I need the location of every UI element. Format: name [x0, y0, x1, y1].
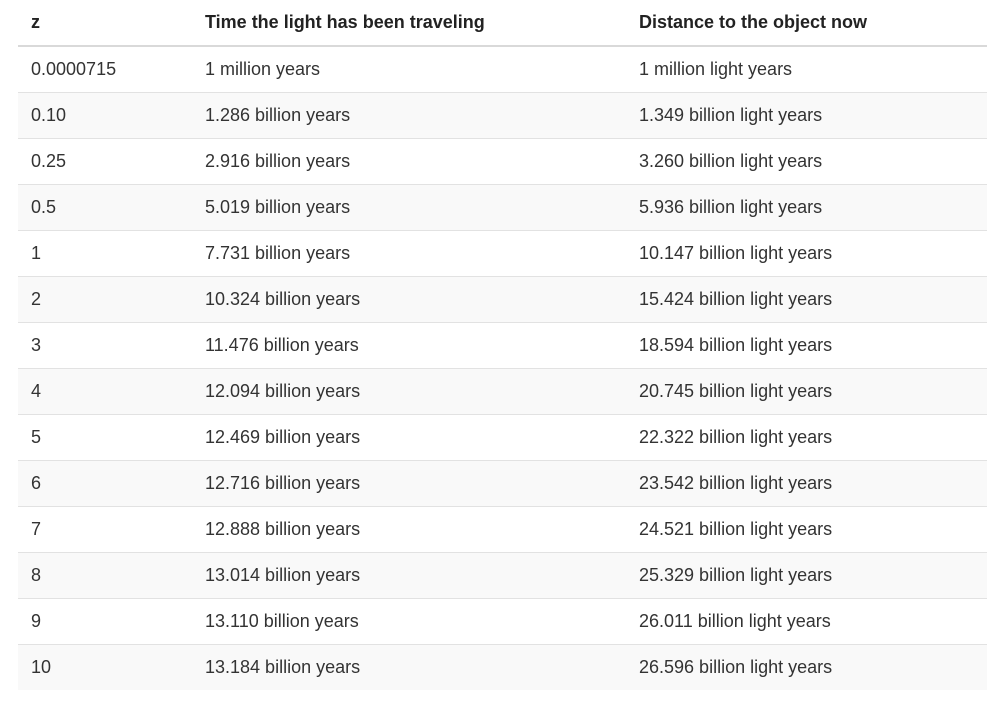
cell-distance-now: 18.594 billion light years [626, 322, 987, 369]
header-row: z Time the light has been traveling Dist… [18, 0, 987, 47]
cell-distance-now: 5.936 billion light years [626, 184, 987, 231]
table-row: 8 13.014 billion years 25.329 billion ligh… [18, 552, 987, 599]
cell-z: 0.10 [18, 92, 192, 139]
header-distance-now: Distance to the object now [626, 0, 987, 47]
cell-z: 2 [18, 276, 192, 323]
cell-z: 0.0000715 [18, 46, 192, 93]
cell-distance-now: 23.542 billion light years [626, 460, 987, 507]
cell-light-travel-time: 5.019 billion years [192, 184, 626, 231]
cell-distance-now: 22.322 billion light years [626, 414, 987, 461]
redshift-table: z Time the light has been traveling Dist… [18, 0, 987, 690]
cell-light-travel-time: 11.476 billion years [192, 322, 626, 369]
cell-distance-now: 25.329 billion light years [626, 552, 987, 599]
cell-distance-now: 1.349 billion light years [626, 92, 987, 139]
cell-light-travel-time: 7.731 billion years [192, 230, 626, 277]
cell-light-travel-time: 2.916 billion years [192, 138, 626, 185]
table-row: 9 13.110 billion years 26.011 billion ligh… [18, 598, 987, 645]
cell-z: 1 [18, 230, 192, 277]
cell-z: 5 [18, 414, 192, 461]
cell-light-travel-time: 12.094 billion years [192, 368, 626, 415]
cell-light-travel-time: 10.324 billion years [192, 276, 626, 323]
cell-distance-now: 24.521 billion light years [626, 506, 987, 553]
cell-light-travel-time: 13.014 billion years [192, 552, 626, 599]
header-z: z [18, 0, 192, 47]
table-row: 10 13.184 billion years 26.596 billion lig… [18, 644, 987, 690]
table-row: 0.5 5.019 billion years 5.936 billion ligh… [18, 184, 987, 231]
cell-light-travel-time: 12.469 billion years [192, 414, 626, 461]
table-row: 0.0000715 1 million years 1 million light … [18, 46, 987, 93]
table-body: 0.0000715 1 million years 1 million light … [18, 46, 987, 690]
header-light-travel-time: Time the light has been traveling [192, 0, 626, 47]
cell-distance-now: 20.745 billion light years [626, 368, 987, 415]
cell-distance-now: 15.424 billion light years [626, 276, 987, 323]
cell-z: 9 [18, 598, 192, 645]
table-row: 7 12.888 billion years 24.521 billion ligh… [18, 506, 987, 553]
cell-light-travel-time: 13.184 billion years [192, 644, 626, 690]
cell-distance-now: 26.011 billion light years [626, 598, 987, 645]
cell-distance-now: 10.147 billion light years [626, 230, 987, 277]
cell-light-travel-time: 1 million years [192, 46, 626, 93]
cell-z: 4 [18, 368, 192, 415]
cell-z: 10 [18, 644, 192, 690]
redshift-table-container: z Time the light has been traveling Dist… [18, 0, 987, 690]
cell-distance-now: 26.596 billion light years [626, 644, 987, 690]
cell-z: 6 [18, 460, 192, 507]
cell-distance-now: 3.260 billion light years [626, 138, 987, 185]
table-row: 4 12.094 billion years 20.745 billion ligh… [18, 368, 987, 415]
table-row: 1 7.731 billion years 10.147 billion light… [18, 230, 987, 277]
cell-z: 0.25 [18, 138, 192, 185]
cell-z: 3 [18, 322, 192, 369]
table-row: 6 12.716 billion years 23.542 billion ligh… [18, 460, 987, 507]
cell-z: 0.5 [18, 184, 192, 231]
table-row: 3 11.476 billion years 18.594 billion ligh… [18, 322, 987, 369]
cell-light-travel-time: 1.286 billion years [192, 92, 626, 139]
cell-z: 7 [18, 506, 192, 553]
cell-z: 8 [18, 552, 192, 599]
cell-light-travel-time: 12.888 billion years [192, 506, 626, 553]
table-row: 0.10 1.286 billion years 1.349 billion lig… [18, 92, 987, 139]
cell-distance-now: 1 million light years [626, 46, 987, 93]
table-row: 2 10.324 billion years 15.424 billion ligh… [18, 276, 987, 323]
cell-light-travel-time: 12.716 billion years [192, 460, 626, 507]
table-row: 5 12.469 billion years 22.322 billion ligh… [18, 414, 987, 461]
table-header: z Time the light has been traveling Dist… [18, 0, 987, 47]
table-row: 0.25 2.916 billion years 3.260 billion lig… [18, 138, 987, 185]
cell-light-travel-time: 13.110 billion years [192, 598, 626, 645]
